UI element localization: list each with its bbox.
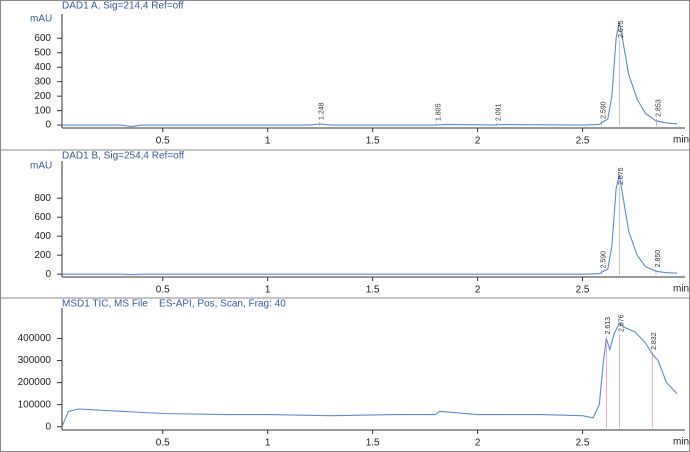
x-tick-label: 2.5 bbox=[576, 285, 590, 296]
peak-label: 2.613 bbox=[605, 317, 612, 335]
peak-label: 2.853 bbox=[655, 99, 662, 117]
y-tick-label: 500 bbox=[34, 47, 51, 58]
peak-label: 2.675 bbox=[618, 167, 625, 185]
y-tick-label: 200 bbox=[34, 91, 51, 102]
peak-label: 1.805 bbox=[436, 103, 443, 121]
y-tick-label: 0 bbox=[45, 269, 51, 280]
y-tick-label: 0 bbox=[45, 120, 51, 131]
x-tick-label: 2 bbox=[475, 136, 481, 147]
peak-label: 2.850 bbox=[655, 250, 662, 268]
signal-line bbox=[62, 174, 678, 276]
x-axis-label: min bbox=[673, 284, 689, 295]
x-tick-label: 1 bbox=[265, 285, 271, 296]
x-tick-label: 2.5 bbox=[576, 136, 590, 147]
x-tick-label: 2 bbox=[475, 438, 481, 449]
x-tick-label: 0.5 bbox=[156, 136, 170, 147]
panel-title: MSD1 TIC, MS File ES-API, Pos, Scan, Fra… bbox=[62, 299, 286, 310]
peak-label: 1.248 bbox=[319, 102, 326, 120]
peak-label: 2.832 bbox=[651, 332, 658, 350]
signal-line bbox=[62, 22, 678, 128]
x-tick-label: 1.5 bbox=[366, 136, 380, 147]
y-tick-label: 200000 bbox=[18, 377, 52, 388]
x-tick-label: 1.5 bbox=[366, 438, 380, 449]
y-axis-label: mAU bbox=[30, 14, 52, 25]
peak-label: 2.590 bbox=[600, 251, 607, 269]
x-tick-label: 0.5 bbox=[156, 438, 170, 449]
x-axis-label: min bbox=[673, 437, 689, 448]
x-tick-label: 1 bbox=[265, 438, 271, 449]
panel-title: DAD1 A, Sig=214,4 Ref=off bbox=[62, 1, 184, 12]
signal-line bbox=[61, 322, 678, 427]
x-axis-label: min bbox=[673, 135, 689, 146]
x-tick-label: 2.5 bbox=[576, 438, 590, 449]
y-tick-label: 100 bbox=[34, 105, 51, 116]
y-tick-label: 400 bbox=[34, 62, 51, 73]
y-tick-label: 100000 bbox=[18, 399, 52, 410]
y-tick-label: 600 bbox=[34, 33, 51, 44]
x-tick-label: 1.5 bbox=[366, 285, 380, 296]
y-tick-label: 600 bbox=[34, 212, 51, 223]
peak-label: 2.091 bbox=[496, 103, 503, 121]
x-tick-label: 0.5 bbox=[156, 285, 170, 296]
panel-title: DAD1 B, Sig=254,4 Ref=off bbox=[62, 151, 184, 162]
peak-label: 2.675 bbox=[618, 20, 625, 38]
peak-label: 2.676 bbox=[618, 314, 625, 332]
y-tick-label: 300000 bbox=[18, 355, 52, 366]
x-tick-label: 1 bbox=[265, 136, 271, 147]
y-tick-label: 0 bbox=[45, 421, 51, 432]
y-tick-label: 800 bbox=[34, 193, 51, 204]
y-axis-label: mAU bbox=[30, 161, 52, 172]
y-tick-label: 300 bbox=[34, 76, 51, 87]
peak-label: 2.590 bbox=[600, 101, 607, 119]
x-tick-label: 2 bbox=[475, 285, 481, 296]
y-tick-label: 400 bbox=[34, 231, 51, 242]
y-tick-label: 400000 bbox=[18, 333, 52, 344]
y-tick-label: 200 bbox=[34, 250, 51, 261]
